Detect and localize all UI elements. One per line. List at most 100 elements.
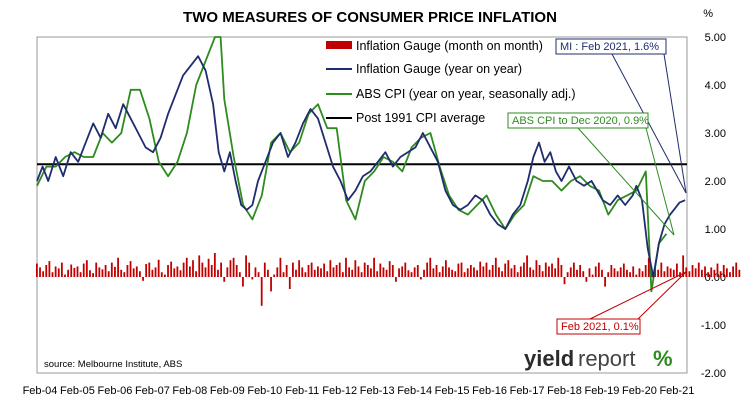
x-tick-label: Feb-08	[172, 385, 207, 397]
mom-bar	[613, 268, 616, 277]
mom-bar	[345, 257, 347, 277]
mom-bar	[735, 262, 738, 277]
mom-bar	[729, 272, 731, 277]
mom-bar	[572, 262, 575, 277]
mom-bar	[697, 262, 700, 277]
x-tick-label: Feb-12	[322, 385, 357, 397]
inflation-gauge-yoy-line	[36, 55, 686, 278]
mom-bar	[647, 257, 650, 277]
mom-bar	[179, 270, 182, 277]
mom-bar	[725, 268, 728, 277]
mom-bar	[354, 260, 357, 277]
mom-bar	[332, 267, 335, 277]
mom-bar	[260, 277, 263, 306]
mom-bar	[120, 269, 123, 277]
plot-area	[36, 36, 688, 374]
mom-bar	[432, 268, 435, 277]
mom-bar	[469, 265, 472, 277]
mom-bar	[257, 272, 260, 277]
mom-bar	[632, 266, 635, 277]
mom-bar	[494, 257, 497, 277]
mom-bar	[142, 277, 144, 281]
x-tick-label: Feb-20	[622, 385, 657, 397]
mom-bar	[672, 269, 675, 277]
mom-bar	[429, 257, 432, 277]
mom-bar	[444, 260, 447, 277]
mom-bar	[292, 262, 294, 277]
mom-bar	[597, 262, 600, 277]
mom-bar	[576, 269, 578, 277]
mom-bar	[485, 262, 488, 277]
mom-bar	[126, 265, 129, 277]
x-tick-label: Feb-16	[472, 385, 507, 397]
mom-bar	[182, 262, 185, 277]
mom-bar	[217, 269, 219, 277]
mom-bar	[348, 267, 350, 277]
mom-bar	[498, 267, 500, 277]
mom-bar	[551, 263, 553, 277]
mom-bar	[92, 273, 94, 277]
y-tick-label: 2.00	[705, 176, 726, 188]
mom-bar	[114, 266, 116, 277]
y-tick-label: -1.00	[701, 320, 726, 332]
mom-bar	[704, 266, 706, 277]
mom-bar	[45, 265, 48, 277]
mom-bar	[229, 260, 232, 277]
mom-bar	[716, 263, 719, 277]
mom-bar	[435, 265, 438, 277]
mom-bar	[488, 269, 491, 277]
mom-bar	[541, 271, 544, 277]
mom-bar	[423, 269, 425, 277]
mom-bar	[463, 272, 466, 277]
mom-bar	[544, 262, 547, 277]
mom-bar	[164, 274, 166, 277]
mom-bar	[173, 268, 176, 277]
mom-bar	[307, 265, 310, 277]
mom-bar	[98, 267, 101, 277]
mom-bar	[263, 262, 266, 277]
abs-cpi-line	[36, 36, 668, 293]
mom-bar	[201, 262, 204, 277]
mom-bar	[413, 267, 416, 277]
mom-bar	[76, 266, 79, 277]
mom-bar	[176, 266, 179, 277]
mom-bar	[316, 266, 319, 277]
mom-bar	[226, 267, 229, 277]
mom-bar	[170, 261, 173, 277]
mom-bar	[48, 261, 51, 277]
mom-bar	[207, 258, 210, 277]
mom-bar	[251, 277, 254, 280]
mom-bar	[557, 257, 560, 277]
mom-bar	[732, 266, 735, 277]
annotation-feb: Feb 2021, 0.1%	[556, 271, 687, 335]
mom-bar	[510, 268, 513, 277]
mom-bar	[535, 260, 538, 277]
mom-bar	[516, 272, 519, 277]
mom-bar	[285, 265, 288, 277]
mom-bar	[248, 262, 251, 277]
mom-bar	[326, 271, 329, 277]
mom-bar	[64, 274, 66, 277]
mom-bar	[438, 272, 441, 277]
mom-bar	[145, 264, 148, 277]
mom-bar	[54, 266, 57, 277]
mom-bar	[270, 277, 272, 292]
mom-bar	[641, 271, 644, 277]
mom-bar	[504, 263, 507, 277]
mom-bar	[101, 269, 104, 277]
mom-bar	[591, 274, 594, 277]
x-tick-label: Feb-04	[23, 385, 58, 397]
mom-bar	[407, 270, 410, 277]
mom-bar	[473, 267, 475, 277]
mom-bar	[666, 266, 669, 277]
mom-bar	[582, 271, 585, 277]
mom-bar	[563, 277, 566, 285]
mom-bar	[135, 266, 138, 277]
mom-bar	[323, 263, 326, 277]
mom-bar	[210, 265, 213, 277]
mom-bar	[688, 271, 691, 277]
mom-bar	[276, 267, 279, 277]
mom-bar	[404, 262, 407, 277]
annotation-cpi: ABS CPI to Dec 2020, 0.9%	[507, 112, 675, 236]
mom-bar	[448, 267, 450, 277]
